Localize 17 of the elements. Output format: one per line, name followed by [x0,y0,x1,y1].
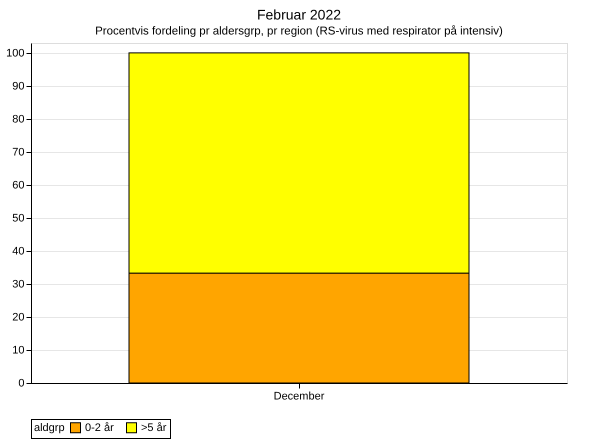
y-tick-label: 90 [12,80,24,92]
chart-subtitle: Procentvis fordeling pr aldersgrp, pr region (RS-virus med respirator på intensiv) [95,24,504,38]
y-tick-label: 40 [12,245,24,258]
y-tick-label: 100 [6,47,24,60]
legend-label: 0-2 år [85,422,114,434]
y-tick-label: 20 [12,311,24,324]
y-tick-label: 70 [12,146,24,158]
y-tick-label: 10 [12,344,24,356]
x-tick-label: December [274,390,325,402]
y-tick-label: 0 [18,378,24,390]
legend-label: >5 år [141,422,167,434]
chart-title: Februar 2022 [256,6,342,22]
y-tick-label: 80 [12,113,24,126]
y-tick-label: 30 [12,278,24,290]
y-tick-label: 60 [12,179,24,192]
legend-title: aldgrp [34,422,65,434]
y-tick-label: 50 [12,212,24,224]
